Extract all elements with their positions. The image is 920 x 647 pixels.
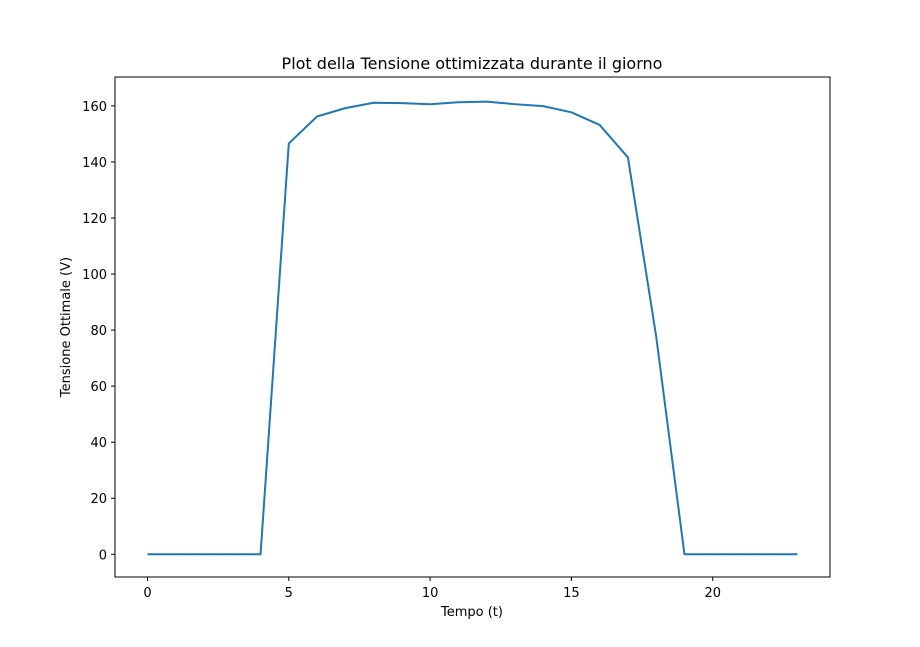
axes-frame (114, 76, 831, 578)
series-layer (147, 100, 798, 556)
y-tick-label: 20 (90, 492, 107, 507)
chart-title: Plot della Tensione ottimizzata durante … (282, 54, 663, 73)
x-tick-label: 20 (704, 586, 721, 601)
y-tick-label: 60 (90, 380, 107, 395)
plot-area: 0 5 10 15 20 0 20 40 60 80 100 120 140 160 (82, 76, 831, 601)
x-tick-label: 10 (422, 586, 439, 601)
y-tick-label: 120 (82, 212, 107, 227)
y-tick-label: 100 (82, 268, 107, 283)
y-tick-label: 0 (99, 548, 107, 563)
y-tick-label: 140 (82, 156, 107, 171)
y-axis-ticks: 0 20 40 60 80 100 120 140 160 (82, 100, 115, 563)
y-tick-label: 80 (90, 324, 107, 339)
x-tick-label: 0 (143, 586, 151, 601)
y-axis-label: Tensione Ottimale (V) (59, 257, 74, 398)
series-line (147, 100, 798, 556)
x-tick-label: 15 (563, 586, 580, 601)
y-tick-label: 160 (82, 100, 107, 115)
x-axis-label: Tempo (t) (440, 605, 503, 620)
x-axis-ticks: 0 5 10 15 20 (143, 577, 721, 601)
x-tick-label: 5 (285, 586, 293, 601)
y-tick-label: 40 (90, 436, 107, 451)
